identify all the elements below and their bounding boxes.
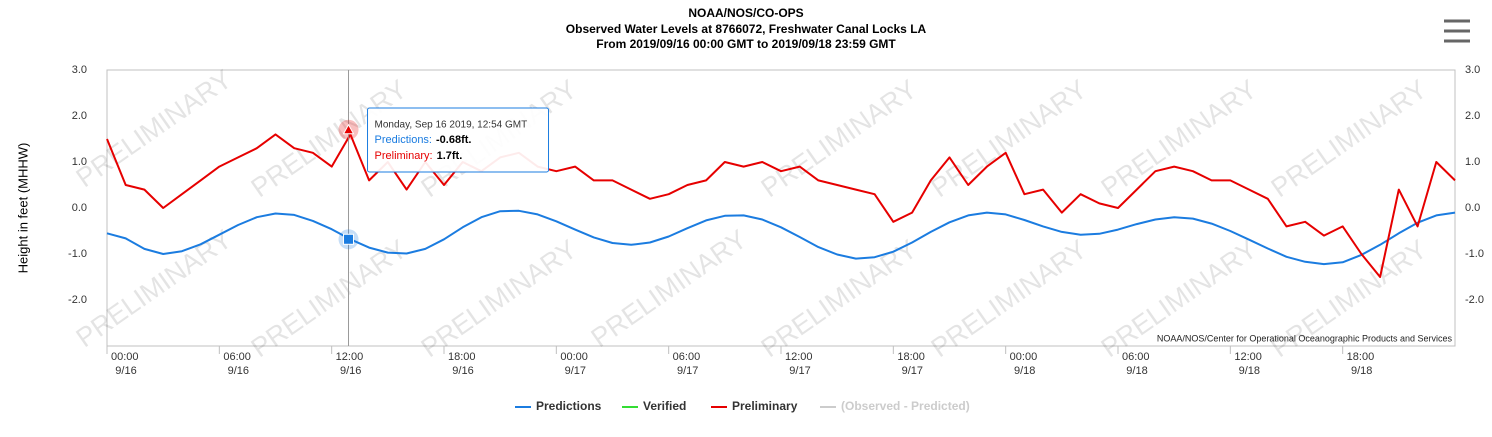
x-tick-label: 9/18: [1239, 365, 1260, 377]
watermark: PRELIMINARY: [756, 74, 923, 203]
tooltip-value: 1.7ft.: [437, 150, 463, 162]
tooltip-item: Predictions: -0.68ft.: [375, 134, 472, 146]
legend-item[interactable]: Preliminary: [711, 399, 798, 413]
chart-subtitle: From 2019/09/16 00:00 GMT to 2019/09/18 …: [596, 37, 896, 51]
x-tick-label: 12:00: [1234, 351, 1262, 363]
y2-tick-label: 2.0: [1465, 110, 1480, 122]
watermark: PRELIMINARY: [926, 74, 1093, 203]
hover-marker: [343, 233, 355, 245]
y-tick-label: 2.0: [72, 110, 87, 122]
x-tick-label: 9/17: [789, 365, 810, 377]
x-tick-label: 9/16: [115, 365, 136, 377]
x-tick-label: 9/18: [1351, 365, 1372, 377]
tooltip-name: Preliminary:: [375, 150, 433, 162]
x-tick-label: 06:00: [223, 351, 251, 363]
x-tick-label: 18:00: [448, 351, 476, 363]
menu-button[interactable]: [1440, 16, 1474, 46]
legend-item[interactable]: (Observed - Predicted): [820, 399, 970, 413]
watermark: PRELIMINARY: [1266, 234, 1433, 363]
legend-label: Preliminary: [732, 399, 798, 413]
x-tick-label: 9/17: [902, 365, 923, 377]
x-tick-label: 00:00: [560, 351, 588, 363]
y2-tick-label: -2.0: [1465, 294, 1484, 306]
tooltip-item: Preliminary: 1.7ft.: [375, 150, 463, 162]
x-tick-label: 9/16: [228, 365, 249, 377]
series-line: [106, 133, 1456, 278]
x-tick-label: 00:00: [111, 351, 139, 363]
watermark: PRELIMINARY: [926, 234, 1093, 363]
x-tick-label: 9/17: [565, 365, 586, 377]
chart-title: NOAA/NOS/CO-OPS: [688, 6, 803, 20]
watermark: PRELIMINARY: [416, 234, 583, 363]
watermark: PRELIMINARY: [71, 64, 238, 193]
x-tick-label: 00:00: [1010, 351, 1038, 363]
tooltip-value: -0.68ft.: [436, 134, 471, 146]
x-tick-label: 12:00: [336, 351, 364, 363]
tooltip-box: [367, 107, 550, 173]
x-tick-label: 9/17: [677, 365, 698, 377]
x-tick-label: 18:00: [897, 351, 925, 363]
y-tick-label: 0.0: [72, 202, 87, 214]
x-tick-label: 9/16: [340, 365, 361, 377]
watermark: PRELIMINARY: [1096, 234, 1263, 363]
watermark: PRELIMINARY: [756, 234, 923, 363]
watermark: PRELIMINARY: [71, 224, 238, 353]
legend-item[interactable]: Verified: [622, 399, 686, 413]
x-tick-label: 18:00: [1347, 351, 1375, 363]
chart-subtitle: Observed Water Levels at 8766072, Freshw…: [566, 22, 927, 36]
hover-marker: [342, 123, 355, 135]
x-tick-label: 12:00: [785, 351, 813, 363]
x-tick-label: 9/16: [452, 365, 473, 377]
series-line: [106, 209, 1456, 266]
y-tick-label: -1.0: [68, 248, 87, 260]
x-tick-label: 06:00: [1122, 351, 1150, 363]
y-tick-label: 1.0: [72, 156, 87, 168]
tooltip-title: Monday, Sep 16 2019, 12:54 GMT: [375, 120, 528, 131]
y-tick-label: -2.0: [68, 294, 87, 306]
x-tick-label: 9/18: [1014, 365, 1035, 377]
y-tick-label: 3.0: [72, 64, 87, 76]
legend-label: Predictions: [536, 399, 602, 413]
legend-label: Verified: [643, 399, 686, 413]
y2-tick-label: -1.0: [1465, 248, 1484, 260]
legend-item[interactable]: Predictions: [515, 399, 602, 413]
x-tick-label: 9/18: [1126, 365, 1147, 377]
y2-tick-label: 1.0: [1465, 156, 1480, 168]
y2-tick-label: 0.0: [1465, 202, 1480, 214]
credit: NOAA/NOS/Center for Operational Oceanogr…: [1157, 333, 1453, 343]
y2-tick-label: 3.0: [1465, 64, 1480, 76]
legend-label: (Observed - Predicted): [841, 399, 970, 413]
tooltip-name: Predictions:: [375, 134, 432, 146]
y-axis-label: Height in feet (MHHW): [15, 143, 30, 274]
x-tick-label: 06:00: [673, 351, 701, 363]
watermark: PRELIMINARY: [1266, 74, 1433, 203]
